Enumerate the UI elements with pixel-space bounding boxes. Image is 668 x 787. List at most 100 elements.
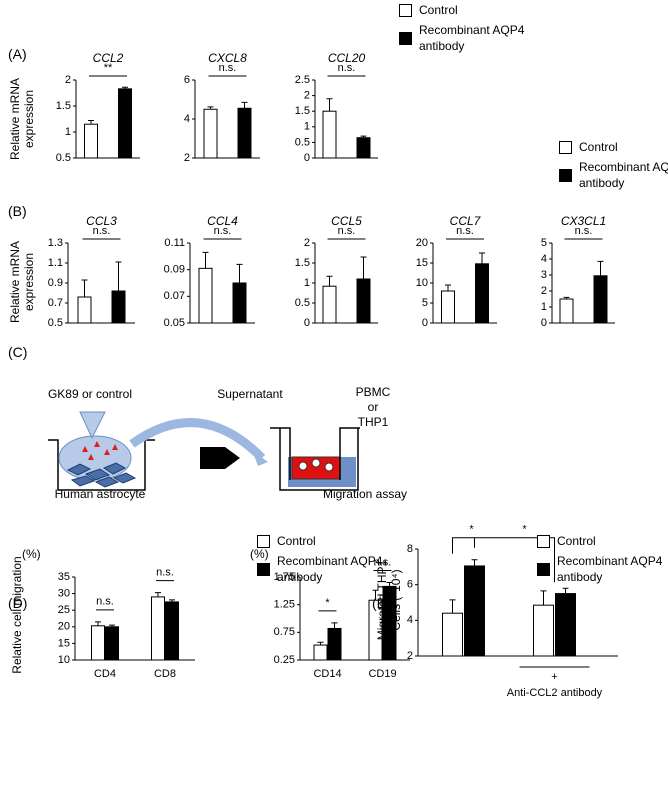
y-tick-label: 1.5 — [295, 105, 310, 117]
y-tick-label: 2 — [184, 152, 190, 164]
significance-label: n.s. — [374, 556, 392, 568]
panel-label: (A) — [8, 46, 27, 62]
chart-title: CCL7 — [450, 214, 482, 228]
antibodies — [82, 441, 118, 460]
significance-label: n.s. — [156, 567, 174, 579]
y-tick-label: 2 — [407, 650, 413, 662]
y-tick-label: 3 — [541, 269, 547, 281]
astrocytes — [66, 462, 137, 488]
chart-title: CCL20 — [328, 51, 366, 65]
transfer-arrow — [129, 418, 266, 462]
legend-entry: Recombinant AQP4 antibody — [257, 553, 397, 585]
error-bar — [95, 621, 101, 626]
legend-swatch — [537, 562, 550, 576]
error-bar — [563, 296, 570, 299]
y-tick-label: 35 — [58, 571, 70, 583]
legend-swatch — [399, 31, 412, 45]
diagram-text: Human astrocyte — [54, 487, 146, 501]
panel-label: (D) — [8, 595, 28, 611]
error-bar — [597, 260, 604, 276]
significance-label: * — [522, 524, 527, 536]
significance-label: n.s. — [96, 596, 114, 608]
chart-title: CX3CL1 — [561, 214, 606, 228]
bar — [203, 108, 218, 159]
y-axis-label: Relative mRNA expression — [8, 240, 36, 324]
x-tick-label: CD19 — [368, 668, 396, 680]
significance-label: n.s. — [456, 225, 474, 237]
bubble-tail — [79, 411, 106, 440]
astrocyte-dish — [48, 439, 155, 491]
significance-bracket — [452, 537, 555, 583]
error-bar — [88, 120, 94, 125]
legend-entry: Control — [537, 533, 668, 549]
bar — [322, 110, 337, 159]
legend-swatch — [559, 140, 572, 154]
y-tick-label: 15 — [58, 637, 70, 649]
legend-entry: Control — [257, 533, 397, 549]
y-tick-label: 20 — [58, 621, 70, 633]
error-bar — [479, 252, 485, 264]
y-tick-label: 2 — [65, 74, 71, 86]
significance-label: ** — [104, 62, 113, 74]
significance-label: * — [325, 597, 330, 609]
significance-label: n.s. — [214, 225, 232, 237]
bar — [555, 593, 576, 657]
y-tick-label: 0.75 — [274, 626, 295, 638]
significance-label: n.s. — [338, 225, 356, 237]
error-bar — [202, 251, 209, 269]
y-tick-label: 0.5 — [56, 152, 71, 164]
bar — [533, 604, 554, 657]
legend-label: Control — [579, 140, 618, 154]
error-bar — [331, 622, 338, 629]
y-axis-label: Migrated THP1 Cells (*10⁴) — [375, 559, 403, 641]
error-bar — [326, 275, 333, 287]
bar — [77, 296, 92, 324]
y-tick-label: 1.1 — [48, 257, 63, 269]
x-tick-label: CD14 — [313, 668, 341, 680]
y-tick-label: 25 — [58, 604, 70, 616]
chart-title: CXCL8 — [208, 51, 247, 65]
y-tick-label: 4 — [184, 113, 190, 125]
y-tick-label: 1.75 — [274, 571, 295, 583]
error-bar — [207, 106, 214, 110]
significance-label: n.s. — [575, 225, 593, 237]
diagram-text: Migration assay — [322, 487, 408, 501]
y-tick-label: 1 — [65, 126, 71, 138]
legend-swatch — [257, 534, 270, 548]
y-tick-label: 30 — [58, 588, 70, 600]
y-tick-label: 0.5 — [295, 136, 310, 148]
y-tick-label: 5 — [422, 297, 428, 309]
y-tick-label: 2 — [304, 90, 310, 102]
legend-swatch — [537, 534, 550, 548]
y-tick-label: 1.3 — [48, 237, 63, 249]
x-axis-label: Anti-CCL2 antibody — [507, 687, 603, 699]
y-tick-label: 0.09 — [164, 264, 185, 276]
y-tick-label: 0.7 — [48, 297, 63, 309]
legend-label: Recombinant AQP4 antibody — [557, 554, 663, 584]
y-tick-label: 8 — [407, 543, 413, 555]
y-tick-label: 0 — [541, 317, 547, 329]
y-tick-label: 20 — [416, 237, 428, 249]
bar — [327, 627, 342, 661]
error-bar — [109, 624, 115, 627]
error-bar — [360, 135, 367, 138]
chart-title: CCL2 — [93, 51, 124, 65]
bar — [118, 88, 132, 159]
y-tick-label: 6 — [184, 74, 190, 86]
legend-entry: Recombinant AQP4 antibody — [559, 159, 668, 191]
diagram-text: GK89 or control — [47, 387, 133, 401]
chart-title: CCL4 — [207, 214, 238, 228]
legend: Control Recombinant AQP4 antibody — [257, 533, 397, 589]
bar — [84, 123, 98, 159]
error-bar — [81, 279, 88, 297]
legend-entry: Control — [559, 139, 668, 155]
y-tick-label: 1.25 — [274, 599, 295, 611]
error-bar — [122, 86, 128, 89]
y-tick-label: 1 — [304, 121, 310, 133]
y-tick-label: 10 — [58, 654, 70, 666]
chart-title: CCL5 — [331, 214, 362, 228]
bar — [356, 137, 371, 159]
y-tick-label: 0.5 — [48, 317, 63, 329]
y-tick-label: 0 — [304, 152, 310, 164]
error-bar — [445, 284, 451, 291]
